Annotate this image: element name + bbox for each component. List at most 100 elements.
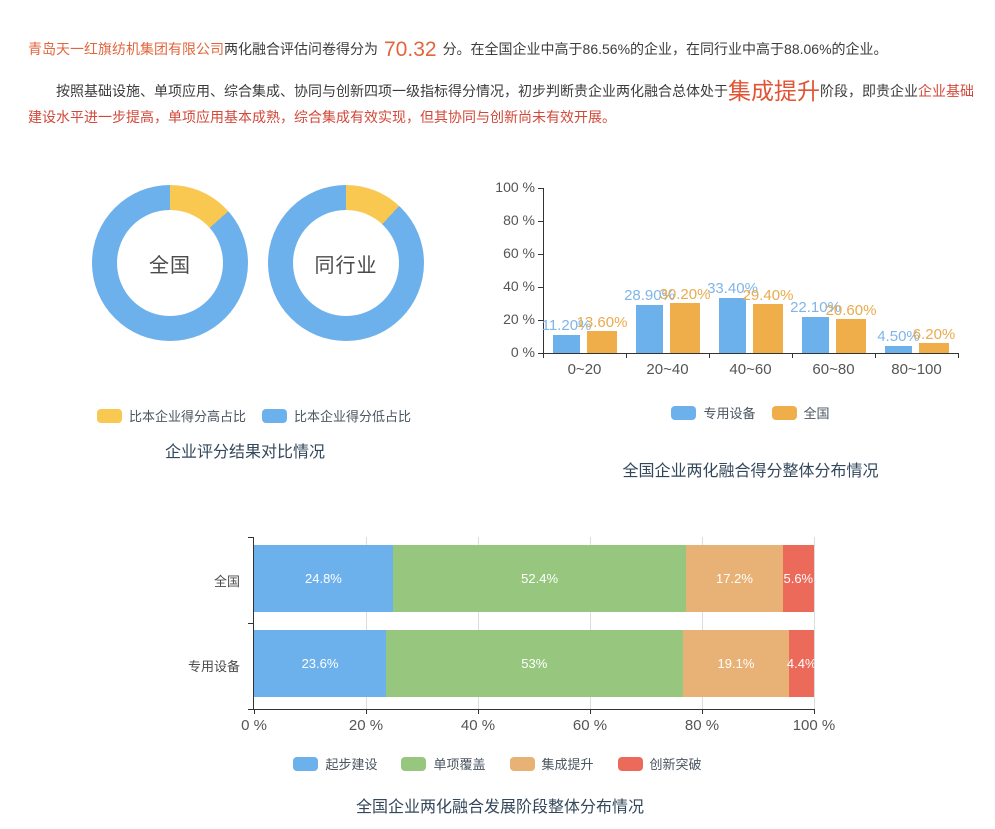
stack-y-tick (248, 709, 253, 710)
stage-description-text: 企业基础建设水平进一步提高，单项应用基本成熟，综合集成有效实现，但其协同与创新尚… (28, 83, 974, 125)
donut-hole: 同行业 (293, 210, 399, 316)
stage-distribution-chart-title: 全国企业两化融合发展阶段整体分布情况 (355, 799, 644, 816)
grouped-bar[interactable] (836, 319, 866, 353)
bar-value-label: 4.50% (877, 328, 920, 345)
stack-segment-label: 52.4% (521, 571, 559, 586)
stack-segment[interactable]: 19.1% (682, 630, 790, 697)
stack-y-axis-line (253, 537, 254, 710)
legend-label: 比本企业得分低占比 (294, 409, 412, 424)
stack-x-axis-line (253, 709, 815, 710)
stack-legend-item[interactable]: 起步建设 (293, 754, 377, 773)
legend-swatch (96, 408, 122, 423)
legend-label: 起步建设 (325, 757, 378, 772)
donut-legend: 比本企业得分高占比 比本企业得分低占比 (84, 406, 424, 425)
score-summary-paragraph: 青岛天一红旗纺机集团有限公司两化融合评估问卷得分为 70.32 分。在全国企业中高于… (28, 36, 978, 63)
legend-label: 专用设备 (703, 406, 756, 421)
stack-y-tick (248, 623, 253, 624)
donut-center-label: 同行业 (314, 254, 378, 277)
grouped-bar[interactable] (919, 343, 949, 353)
grouped-bar[interactable] (885, 346, 912, 353)
stack-segment[interactable]: 5.6% (782, 545, 814, 612)
stack-segment[interactable]: 53% (386, 630, 683, 697)
grouped-bar[interactable] (636, 305, 663, 353)
stack-x-tick-label: 0 % (241, 717, 267, 734)
grid-line (814, 537, 815, 709)
grouped-bar[interactable] (719, 298, 746, 353)
y-tick-label: 80 % (503, 212, 535, 228)
donut-hole: 全国 (117, 210, 223, 316)
company-name: 青岛天一红旗纺机集团有限公司 (28, 41, 224, 57)
legend-label: 全国 (803, 406, 830, 421)
bar-value-label: 6.20% (912, 326, 956, 343)
stack-row: 23.6% 53% 19.1% 4.4% (254, 630, 814, 697)
after-stage-text: 阶段，即贵企业 (820, 83, 918, 99)
x-category-label: 60~80 (812, 361, 855, 378)
stack-x-tick-label: 40 % (460, 717, 496, 734)
y-tick-label: 100 % (495, 179, 535, 195)
bar-value-label: 33.40% (707, 280, 758, 297)
grouped-bar[interactable] (753, 304, 783, 353)
bar-value-label: 30.20% (659, 286, 711, 303)
legend-swatch (401, 756, 427, 771)
stack-row: 24.8% 52.4% 17.2% 5.6% (254, 545, 814, 612)
stack-x-tick (366, 709, 367, 714)
x-tick (709, 353, 710, 358)
stack-legend-item[interactable]: 集成提升 (509, 754, 594, 773)
x-category-label: 20~40 (646, 361, 689, 378)
x-tick (792, 353, 793, 358)
y-tick (538, 221, 543, 222)
stack-segment-label: 24.8% (305, 571, 342, 586)
stack-x-tick (814, 709, 815, 714)
stack-x-tick (702, 709, 703, 714)
donut-national[interactable]: 全国 (92, 185, 248, 341)
stack-x-tick-label: 20 % (348, 717, 384, 734)
y-tick-label: 60 % (503, 245, 535, 261)
stage-name-highlight: 集成提升 (728, 78, 820, 104)
legend-swatch (262, 408, 287, 423)
stack-x-tick-label: 60 % (572, 717, 608, 734)
bar-value-label: 29.40% (742, 287, 794, 304)
bar-legend: 专用设备 全国 (543, 403, 958, 422)
grouped-bar[interactable] (802, 317, 829, 353)
score-lead-text: 两化融合评估问卷得分为 (224, 41, 378, 57)
y-tick-label: 0 % (510, 344, 535, 360)
stack-segment[interactable]: 23.6% (254, 630, 387, 697)
assessment-lead-text: 按照基础设施、单项应用、综合集成、协同与创新四项一级指标得分情况，初步判断贵企业… (56, 83, 728, 99)
donut-same-industry[interactable]: 同行业 (268, 185, 424, 341)
stage-assessment-paragraph: 按照基础设施、单项应用、综合集成、协同与创新四项一级指标得分情况，初步判断贵企业… (28, 78, 980, 130)
donut-legend-item[interactable]: 比本企业得分低占比 (262, 406, 411, 425)
y-tick-label: 20 % (503, 311, 535, 327)
stack-legend: 起步建设 单项覆盖 集成提升 创新突破 (0, 754, 995, 773)
grid-line (366, 537, 367, 709)
bar-value-label: 22.10% (790, 299, 841, 316)
stack-x-tick (254, 709, 255, 714)
y-tick (538, 254, 543, 255)
y-tick (538, 320, 543, 321)
bar-legend-item[interactable]: 全国 (771, 403, 830, 422)
bar-legend-item[interactable]: 专用设备 (671, 403, 756, 422)
grouped-bar[interactable] (670, 303, 700, 353)
stack-segment[interactable]: 4.4% (787, 630, 814, 697)
x-category-label: 40~60 (729, 361, 772, 378)
donut-legend-item[interactable]: 比本企业得分高占比 (96, 406, 246, 425)
stack-segment[interactable]: 24.8% (254, 545, 393, 612)
grouped-bar[interactable] (587, 331, 617, 353)
stack-legend-item[interactable]: 创新突破 (617, 754, 702, 773)
x-category-label: 0~20 (567, 361, 602, 378)
y-tick-label: 40 % (503, 278, 535, 294)
stack-segment[interactable]: 17.2% (686, 545, 783, 612)
stack-legend-item[interactable]: 单项覆盖 (401, 754, 486, 773)
stack-x-tick-label: 80 % (684, 717, 720, 734)
grouped-bar[interactable] (553, 335, 580, 353)
stack-segment[interactable]: 52.4% (392, 545, 687, 612)
stack-row-category-label: 专用设备 (187, 658, 240, 674)
legend-label: 创新突破 (649, 757, 702, 772)
legend-swatch (671, 405, 697, 420)
stack-x-tick-label: 100 % (792, 717, 836, 734)
grid-line (702, 537, 703, 709)
stack-y-tick (248, 537, 253, 538)
stack-row-category-label: 全国 (213, 573, 240, 589)
legend-swatch (617, 756, 643, 771)
score-value: 70.32 (384, 38, 437, 61)
score-distribution-chart-title: 全国企业两化融合得分整体分布情况 (622, 463, 879, 480)
